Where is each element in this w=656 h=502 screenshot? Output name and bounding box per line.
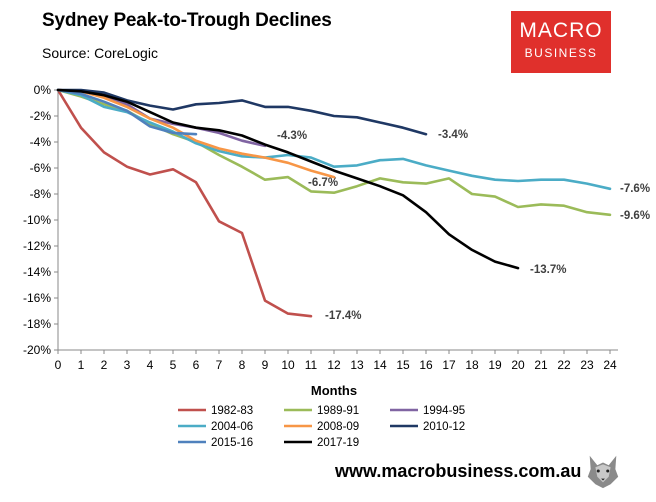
x-tick-label: 8 (239, 358, 246, 372)
x-tick-label: 23 (580, 358, 594, 372)
y-tick-label: -18% (23, 317, 51, 331)
x-tick-label: 17 (442, 358, 456, 372)
series-line-2004-06 (56, 88, 612, 191)
legend-label-1982-83: 1982-83 (211, 405, 253, 417)
x-tick-label: 2 (101, 358, 108, 372)
end-label-2017-19: -13.7% (530, 264, 566, 276)
legend-label-2015-16: 2015-16 (211, 437, 253, 449)
legend-label-2004-06: 2004-06 (211, 421, 253, 433)
end-label-1994-95: -4.3% (277, 130, 307, 142)
x-tick-label: 11 (305, 358, 318, 372)
y-tick-label: -20% (23, 343, 51, 357)
x-axis-label: Months (311, 383, 357, 398)
y-tick-label: -6% (30, 161, 52, 175)
legend-label-1989-91: 1989-91 (317, 405, 359, 417)
x-tick-label: 6 (193, 358, 200, 372)
x-tick-label: 22 (557, 358, 571, 372)
x-tick-label: 7 (216, 358, 223, 372)
end-label-1982-83: -17.4% (325, 310, 361, 322)
legend-label-2010-12: 2010-12 (423, 421, 465, 433)
end-label-2008-09: -6.7% (308, 177, 338, 189)
legend-label-2008-09: 2008-09 (317, 421, 359, 433)
series-line-2017-19 (56, 88, 520, 270)
chart-subtitle: Source: CoreLogic (42, 45, 158, 61)
x-tick-label: 9 (262, 358, 269, 372)
end-label-2010-12: -3.4% (438, 129, 468, 141)
y-tick-label: -12% (23, 239, 51, 253)
x-tick-label: 19 (488, 358, 502, 372)
logo-line-2: BUSINESS (524, 46, 598, 60)
series-line-2015-16 (56, 88, 198, 136)
y-tick-label: -16% (23, 291, 51, 305)
y-tick-label: -4% (30, 135, 52, 149)
series-line-1982-83 (56, 88, 313, 318)
end-label-2004-06: -7.6% (620, 183, 650, 195)
legend-label-2017-19: 2017-19 (317, 437, 359, 449)
x-tick-label: 5 (170, 358, 177, 372)
end-label-1989-91: -9.6% (620, 210, 650, 222)
series-line-2008-09 (56, 88, 336, 179)
x-tick-label: 14 (373, 358, 387, 372)
y-tick-label: -14% (23, 265, 51, 279)
x-tick-label: 10 (281, 358, 295, 372)
series-line-2010-12 (56, 88, 428, 136)
y-tick-label: -2% (30, 109, 52, 123)
chart-title: Sydney Peak-to-Trough Declines (42, 10, 332, 31)
x-tick-label: 3 (124, 358, 131, 372)
x-tick-label: 24 (603, 358, 617, 372)
logo-line-1: MACRO (519, 19, 603, 42)
x-tick-label: 0 (55, 358, 62, 372)
x-tick-label: 16 (419, 358, 433, 372)
x-tick-label: 15 (396, 358, 410, 372)
x-tick-label: 18 (465, 358, 479, 372)
y-tick-label: 0% (34, 83, 52, 97)
y-tick-label: -8% (30, 187, 52, 201)
x-tick-label: 20 (511, 358, 525, 372)
website-url: www.macrobusiness.com.au (335, 461, 582, 481)
legend-label-1994-95: 1994-95 (423, 405, 465, 417)
y-tick-label: -10% (23, 213, 51, 227)
x-tick-label: 1 (78, 358, 85, 372)
macro-business-logo: MACRO BUSINESS (511, 11, 611, 73)
x-tick-label: 13 (350, 358, 364, 372)
x-tick-label: 12 (327, 358, 341, 372)
x-tick-label: 4 (147, 358, 154, 372)
wolf-icon (584, 452, 622, 490)
x-tick-label: 21 (534, 358, 548, 372)
